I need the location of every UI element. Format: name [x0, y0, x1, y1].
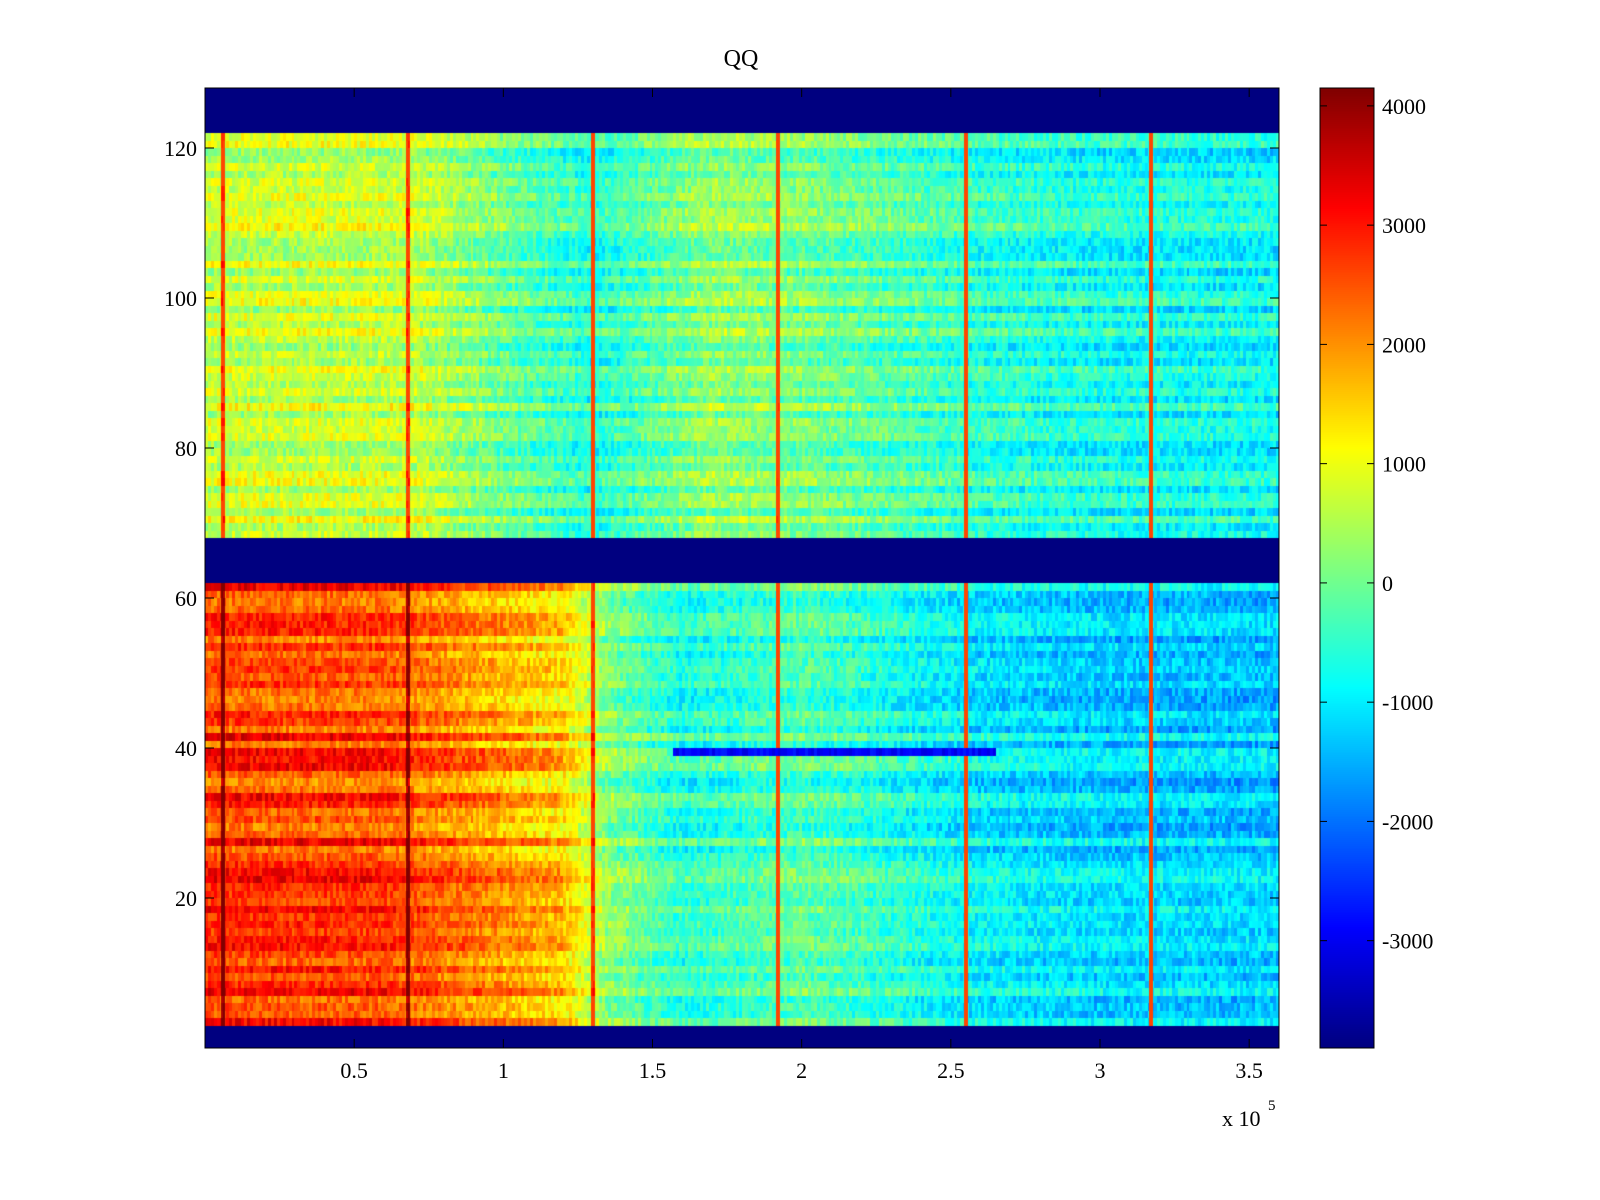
chart-title: QQ — [724, 46, 759, 72]
colorbar-tick-label: -3000 — [1382, 929, 1433, 954]
colorbar-frame — [1319, 87, 1375, 1049]
y-tick-label: 40 — [175, 736, 197, 761]
x-multiplier-base: x 10 — [1222, 1106, 1261, 1131]
colorbar-tick-label: 1000 — [1382, 452, 1426, 477]
colorbar-tick-label: 3000 — [1382, 213, 1426, 238]
x-axis: 0.5 1 1.5 2 2.5 3 3.5 — [340, 88, 1263, 1083]
colorbar-gradient — [1320, 88, 1374, 1048]
y-tick-label: 80 — [175, 436, 197, 461]
y-tick-label: 20 — [175, 886, 197, 911]
colorbar: 4000 3000 2000 1000 0 -1000 -2000 -3000 — [1319, 87, 1433, 1049]
colorbar-tick-label: 2000 — [1382, 332, 1426, 357]
colorbar-tick-label: -2000 — [1382, 809, 1433, 834]
heatmap-plot-area — [204, 87, 1280, 1049]
x-tick-label: 1.5 — [639, 1058, 667, 1083]
x-tick-label: 1 — [498, 1058, 509, 1083]
x-exponent-label: x 10 5 — [1222, 1098, 1276, 1131]
colorbar-ticks: 4000 3000 2000 1000 0 -1000 -2000 -3000 — [1320, 94, 1433, 954]
y-tick-label: 100 — [164, 286, 197, 311]
x-tick-label: 0.5 — [340, 1058, 368, 1083]
colorbar-tick-label: 4000 — [1382, 94, 1426, 119]
heatmap-image — [205, 88, 1279, 1048]
x-tick-label: 3 — [1095, 1058, 1106, 1083]
x-tick-label: 3.5 — [1235, 1058, 1263, 1083]
colorbar-tick-label: 0 — [1382, 571, 1393, 596]
y-tick-label: 60 — [175, 586, 197, 611]
x-tick-label: 2 — [796, 1058, 807, 1083]
x-multiplier-exponent: 5 — [1268, 1098, 1276, 1114]
plot-frame — [204, 87, 1280, 1049]
y-axis: 20 40 60 80 100 120 — [164, 136, 1279, 911]
y-tick-label: 120 — [164, 136, 197, 161]
x-tick-label: 2.5 — [937, 1058, 965, 1083]
colorbar-tick-label: -1000 — [1382, 690, 1433, 715]
